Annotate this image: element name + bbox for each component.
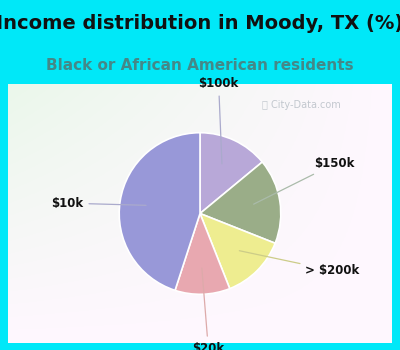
Wedge shape (175, 214, 230, 294)
Text: $150k: $150k (254, 157, 355, 204)
Wedge shape (200, 133, 262, 214)
Wedge shape (200, 162, 281, 243)
Text: Income distribution in Moody, TX (%): Income distribution in Moody, TX (%) (0, 14, 400, 33)
Wedge shape (200, 214, 275, 289)
Text: $100k: $100k (198, 77, 239, 164)
Text: Black or African American residents: Black or African American residents (46, 58, 354, 73)
Text: > $200k: > $200k (239, 251, 360, 277)
Text: ⓘ City-Data.com: ⓘ City-Data.com (262, 100, 341, 110)
Wedge shape (119, 133, 200, 290)
Text: $20k: $20k (192, 268, 224, 350)
Text: $10k: $10k (51, 197, 146, 210)
